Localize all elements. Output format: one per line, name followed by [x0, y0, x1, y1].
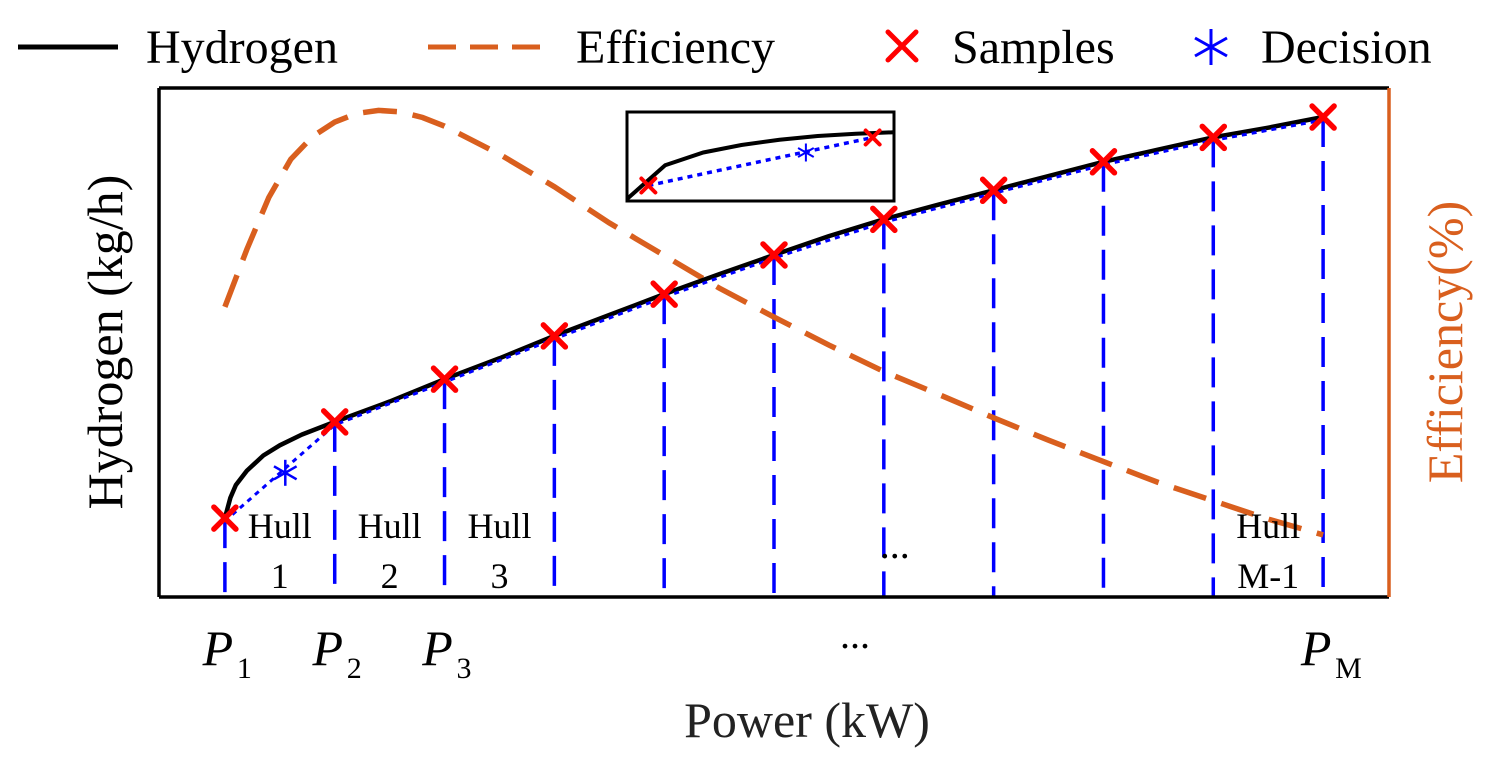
- x-tick-base: P: [421, 620, 453, 676]
- legend-samples-label: Samples: [952, 21, 1115, 74]
- legend-decision-label: Decision: [1261, 21, 1432, 74]
- sample-point-0: [211, 504, 239, 532]
- y2-axis-label: Efficiency(%): [1417, 201, 1473, 483]
- x-tick-subscript: M: [1335, 652, 1362, 685]
- sample-point-9: [1199, 123, 1228, 152]
- x-tick-base: P: [311, 620, 343, 676]
- hull-label-3-line2: 3: [490, 556, 508, 596]
- sample-point-7: [979, 176, 1008, 205]
- x-tick-ellipsis: ...: [840, 612, 870, 657]
- x-tick-subscript: 1: [237, 652, 252, 685]
- sample-point-6: [870, 205, 898, 234]
- decision-point-0: [273, 459, 298, 486]
- legend-efficiency-label: Efficiency: [576, 21, 775, 74]
- inset-frame: [625, 110, 896, 203]
- x-axis-label: Power (kW): [684, 692, 930, 748]
- inset-zoom: [625, 110, 896, 203]
- hull-label-1-line2: 1: [271, 556, 289, 596]
- x-tick-base: P: [202, 620, 234, 676]
- inset-decision: [797, 143, 815, 162]
- hull-label-3-line1: Hull: [467, 506, 531, 546]
- inset-linear-line: [647, 135, 874, 188]
- piecewise-linear-line: [223, 118, 1324, 523]
- hull-label-2-line1: Hull: [358, 506, 422, 546]
- legend: Hydrogen Efficiency Samples Decision: [18, 21, 1432, 74]
- x-tick-subscript: 3: [457, 652, 472, 685]
- sample-point-1: [320, 408, 349, 436]
- y-axis-label: Hydrogen (kg/h): [77, 175, 133, 510]
- inset-sample-0: [639, 176, 658, 195]
- efficiency-line: [222, 107, 1324, 538]
- sample-point-8: [1089, 148, 1118, 176]
- hull-label-4-line2: M-1: [1237, 556, 1299, 596]
- inner-ellipsis: ...: [880, 522, 910, 567]
- sample-point-2: [430, 365, 459, 393]
- hydrogen-line: [222, 114, 1324, 519]
- x-tick-base: P: [1300, 620, 1332, 676]
- sample-point-5: [760, 241, 788, 269]
- hull-label-2-line2: 2: [381, 556, 399, 596]
- hull-label-1-line1: Hull: [248, 506, 312, 546]
- x-tick-subscript: 2: [347, 652, 362, 685]
- sample-point-3: [540, 322, 569, 350]
- inset-curve: [625, 130, 895, 201]
- hull-label-4-line1: Hull: [1236, 506, 1300, 546]
- sample-point-4: [650, 280, 678, 308]
- legend-samples-swatch: [885, 29, 919, 63]
- sample-point-10: [1309, 103, 1337, 131]
- legend-hydrogen-label: Hydrogen: [146, 21, 338, 74]
- legend-decision-swatch: [1194, 29, 1228, 65]
- inset-sample-1: [863, 128, 882, 147]
